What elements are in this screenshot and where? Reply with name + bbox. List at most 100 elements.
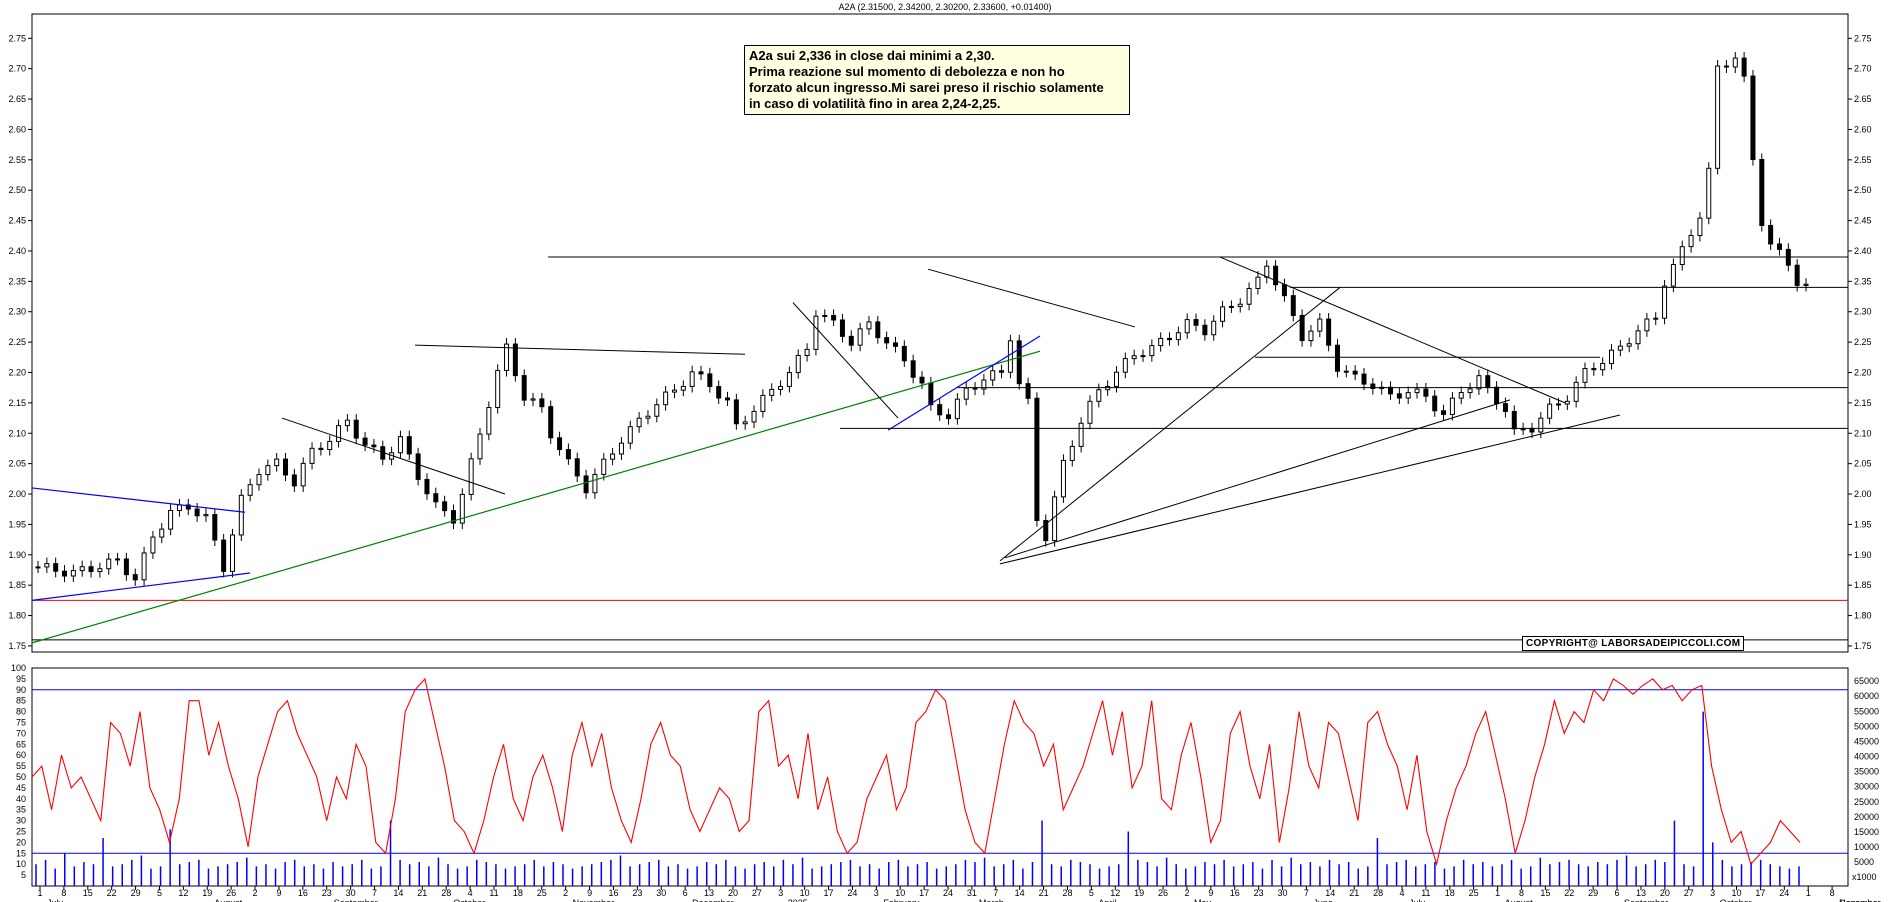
x-month-label: March [979,898,1004,902]
x-month-label: October [453,898,485,902]
candle-body [229,534,235,572]
candle-body [247,484,253,496]
oscillator-panel [31,677,1848,886]
trendline [999,414,1621,565]
x-date-label: 5 [1089,888,1094,898]
candle-body [937,404,943,416]
trendline [1219,256,1566,404]
volume-tick-label: 35000 [1854,767,1879,777]
candle-body [1122,358,1128,373]
candle-body [1370,383,1376,389]
x-date-label: 2 [1184,888,1189,898]
x-month-label: December [1839,898,1881,902]
candle-body [1432,395,1438,412]
x-month-label: May [1194,898,1212,902]
candle-body [831,314,837,321]
candle-body [733,399,739,425]
osc-tick-label: 95 [16,674,26,684]
x-date-label: 20 [1660,888,1670,898]
candle-body [1679,246,1685,266]
x-date-label: 18 [513,888,523,898]
x-month-label: September [1624,898,1668,902]
volume-tick-label: 20000 [1854,812,1879,822]
candle-body [1662,285,1668,319]
x-date-label: 2 [253,888,258,898]
candle-body [1706,167,1712,219]
x-date-label: 26 [226,888,236,898]
candle-body [804,348,810,357]
x-date-label: 15 [1540,888,1550,898]
candle-body [97,568,103,573]
x-date-label: 11 [489,888,498,898]
candle-body [530,398,536,401]
x-date-label: 5 [157,888,162,898]
candle-body [1246,287,1252,305]
candle-body [866,321,872,330]
x-date-label: 1 [1495,888,1500,898]
trendline [281,417,506,495]
x-date-label: 2 [563,888,568,898]
candle-body [892,342,898,347]
y-tick-label: 2.10 [1854,428,1872,438]
x-date-label: 12 [1110,888,1120,898]
candle-body [1034,397,1040,521]
blue-trendline [31,487,246,513]
candle-body [1423,388,1429,397]
candle-body [1600,362,1606,371]
x-date-label: 8 [1830,888,1835,898]
candle-body [751,410,757,423]
x-date-label: 17 [824,888,834,898]
candle-body [760,394,766,412]
candle-body [1290,295,1296,316]
y-tick-label: 2.75 [8,33,26,43]
x-date-label: 25 [1469,888,1479,898]
y-tick-label: 2.15 [1854,398,1872,408]
osc-tick-label: 20 [16,837,26,847]
candle-body [468,458,474,495]
osc-tick-label: 15 [16,848,26,858]
x-month-label: June [1313,898,1333,902]
candle-body [1352,370,1358,375]
x-date-label: 6 [1615,888,1620,898]
osc-tick-label: 10 [16,859,26,869]
x-date-label: 7 [372,888,377,898]
x-month-label: October [1720,898,1752,902]
candle-body [795,355,801,374]
oscillator-panel-border [31,667,1849,887]
candle-body [1750,75,1756,161]
candle-body [521,375,527,401]
volume-tick-label: 25000 [1854,797,1879,807]
x-date-label: 21 [1349,888,1359,898]
y-tick-label: 1.85 [8,580,26,590]
osc-tick-label: 35 [16,805,26,815]
x-date-label: 28 [1062,888,1072,898]
candle-body [1149,345,1155,357]
osc-tick-label: 50 [16,772,26,782]
candle-body [115,558,121,561]
volume-tick-label: 55000 [1854,706,1879,716]
candle-body [168,510,174,530]
candle-body [212,514,218,541]
candle-body [238,494,244,536]
candle-body [433,493,439,503]
candle-body [1167,337,1173,341]
candle-body [1334,344,1340,372]
candle-body [1113,371,1119,387]
candle-body [592,473,598,494]
candle-body [539,398,545,408]
x-date-label: 31 [967,888,977,898]
candle-body [1449,397,1455,415]
blue-trendline [887,335,1041,431]
candle-body [1414,388,1420,394]
candle-body [1211,320,1217,336]
x-date-label: 9 [1208,888,1213,898]
x-date-label: 8 [1519,888,1524,898]
candle-body [1609,349,1615,364]
candle-body [910,360,916,378]
candle-body [203,514,209,517]
candle-body [769,388,775,396]
blue-trendline [31,572,251,601]
y-tick-label: 2.55 [1854,155,1872,165]
candle-body [44,563,50,568]
candle-body [901,345,907,362]
